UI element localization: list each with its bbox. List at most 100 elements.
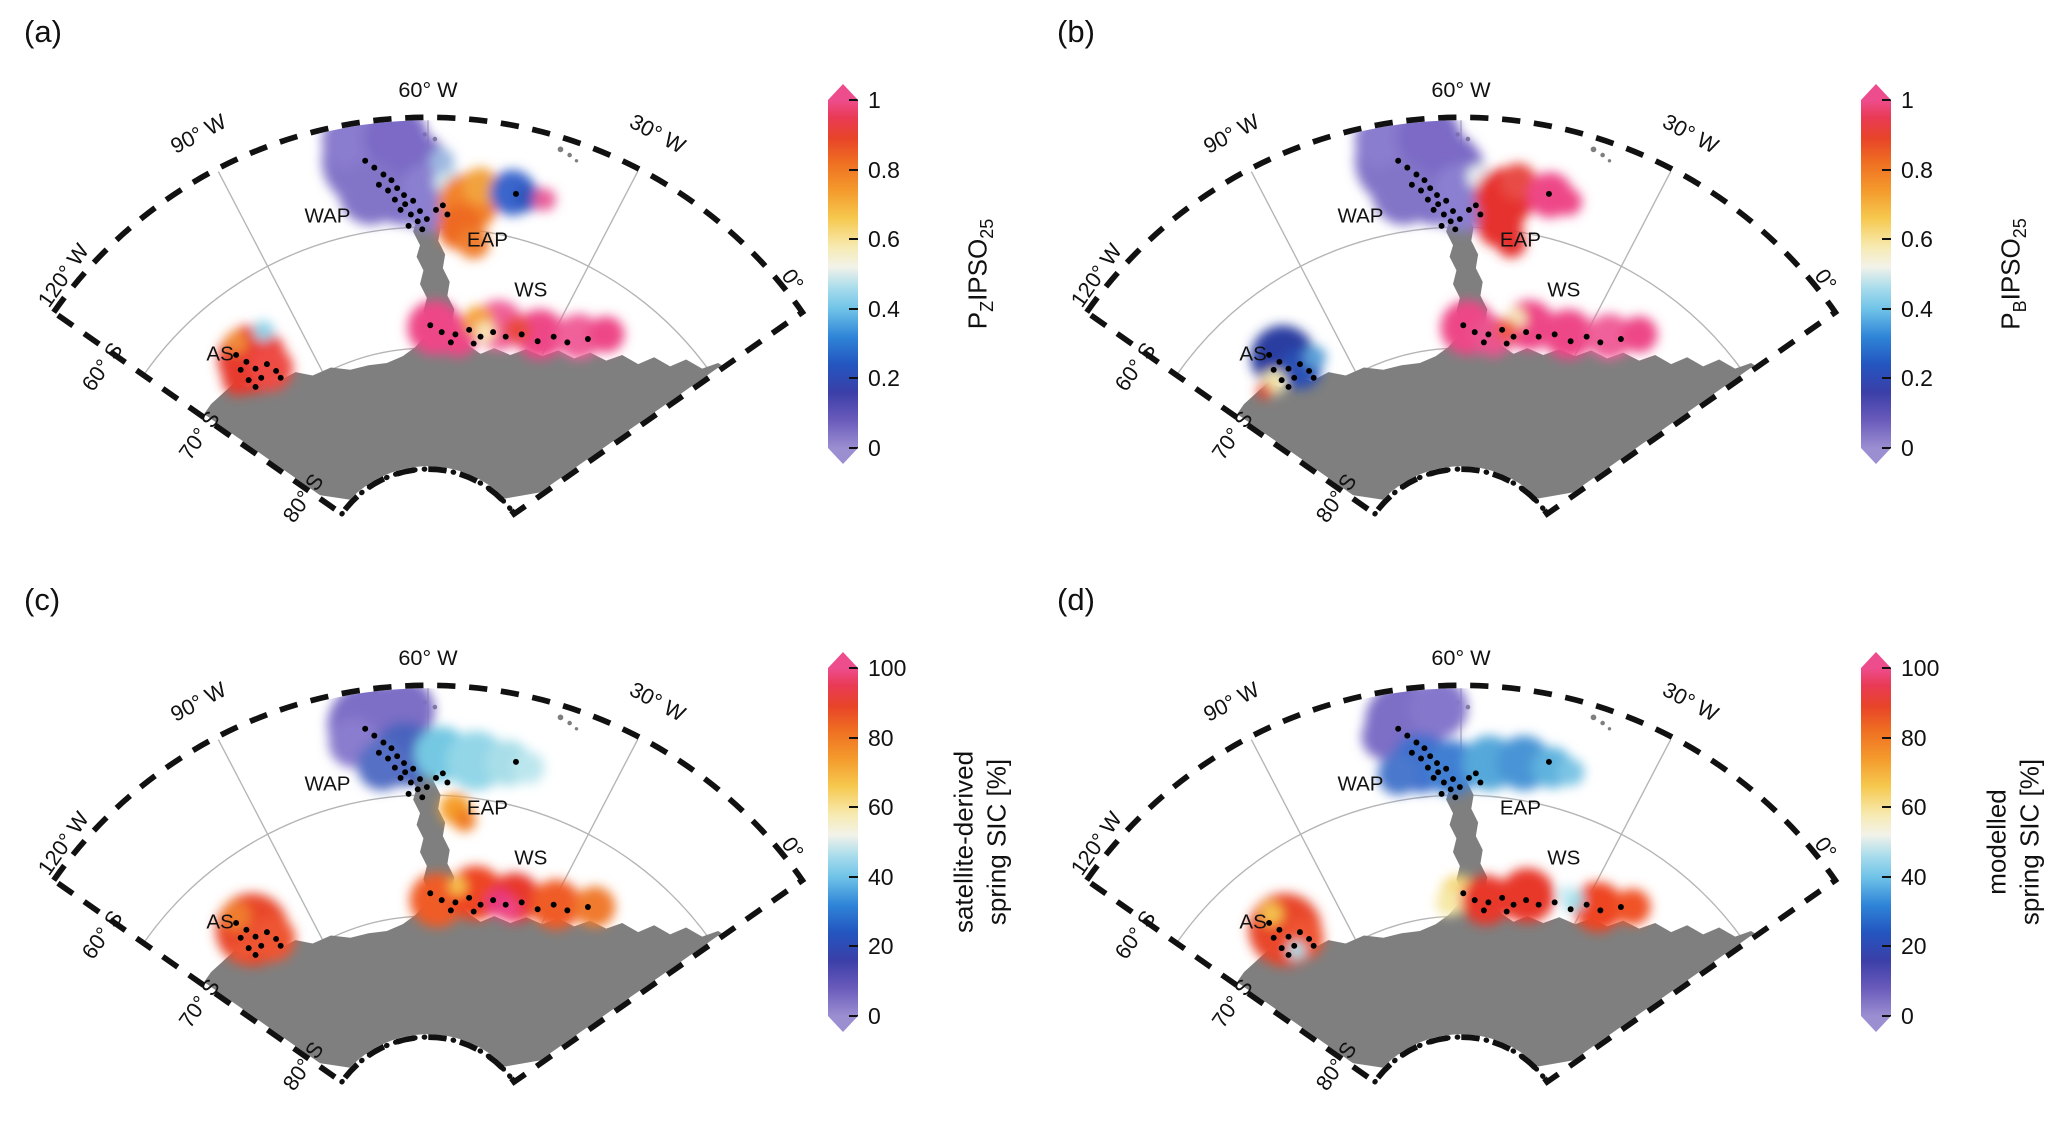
station-dot bbox=[417, 208, 423, 215]
colorbar-tick-label: 0.2 bbox=[868, 365, 900, 392]
station-dot bbox=[1452, 794, 1459, 801]
station-dot bbox=[564, 907, 571, 914]
colorbar-tick-marks bbox=[828, 652, 858, 1032]
field-blob bbox=[1303, 345, 1327, 369]
colorbar-tick-label: 40 bbox=[868, 863, 894, 890]
colorbar-tick bbox=[1882, 875, 1891, 878]
station-dot bbox=[1418, 755, 1424, 762]
station-dot bbox=[444, 211, 451, 218]
region-label-eap: EAP bbox=[1500, 796, 1541, 819]
station-dot bbox=[258, 942, 265, 949]
colorbar-tick-marks bbox=[828, 84, 858, 464]
colorbar-label-line1: modelled bbox=[1981, 789, 2012, 895]
station-dots bbox=[1266, 725, 1624, 958]
station-dot bbox=[1270, 366, 1277, 373]
colorbar-tick bbox=[1882, 945, 1891, 948]
colorbar-label-line2: spring SIC [%] bbox=[2014, 758, 2044, 926]
field-blob bbox=[338, 160, 403, 225]
station-dot bbox=[490, 897, 497, 904]
station-dot bbox=[1408, 181, 1415, 188]
colorbar-tick-label: 20 bbox=[1901, 933, 1927, 960]
field-blob bbox=[1572, 881, 1624, 933]
colorbar-tick bbox=[1882, 1015, 1891, 1017]
station-dot bbox=[1551, 331, 1558, 338]
region-label-ws: WS bbox=[514, 847, 547, 870]
island bbox=[574, 159, 579, 163]
station-dot bbox=[1310, 374, 1317, 381]
station-dot bbox=[1404, 732, 1411, 739]
panel-letter: (a) bbox=[24, 14, 62, 49]
station-dot bbox=[433, 774, 439, 781]
field-blob bbox=[1408, 685, 1468, 738]
station-dot bbox=[1430, 774, 1437, 781]
region-label-ws: WS bbox=[1547, 279, 1580, 302]
station-dot bbox=[439, 770, 446, 777]
island bbox=[567, 720, 572, 726]
colorbar-tick bbox=[849, 238, 858, 241]
region-label-as: AS bbox=[1239, 911, 1266, 934]
colorbar: 0 0.2 0.4 0.6 0.8 1 PBIPSO25 bbox=[1861, 64, 2066, 534]
station-dot bbox=[233, 351, 240, 358]
field-blob bbox=[1499, 163, 1537, 200]
station-dot bbox=[1395, 725, 1402, 732]
island bbox=[1590, 714, 1597, 721]
station-dot bbox=[1440, 779, 1447, 786]
map-canvas: 60° W 90° W 30° W 120° W 0° 60° S 70° S … bbox=[1065, 645, 1841, 1095]
station-dot bbox=[407, 779, 414, 786]
station-dot bbox=[394, 753, 401, 760]
station-dot bbox=[1266, 351, 1273, 358]
colorbar-tick-label: 20 bbox=[868, 933, 894, 960]
station-dot bbox=[263, 361, 270, 368]
station-dot bbox=[1471, 329, 1478, 336]
colorbar-tick bbox=[849, 1015, 858, 1017]
field-blobs bbox=[1248, 685, 1651, 967]
station-dot bbox=[419, 794, 426, 801]
field-blob bbox=[1496, 228, 1527, 258]
map-border bbox=[1082, 682, 1840, 1086]
field-blob bbox=[222, 364, 255, 397]
colorbar-tick bbox=[1882, 99, 1891, 101]
station-dot bbox=[417, 776, 423, 783]
map-panel: (b) bbox=[1033, 0, 2067, 568]
station-dot bbox=[237, 366, 244, 373]
map-clipped-content bbox=[1225, 117, 1764, 505]
region-label-eap: EAP bbox=[1500, 228, 1541, 251]
station-dot bbox=[1485, 899, 1492, 906]
colorbar-tick bbox=[849, 447, 858, 449]
station-dot bbox=[1523, 897, 1530, 904]
region-label-wap: WAP bbox=[1337, 772, 1383, 795]
region-label-as: AS bbox=[206, 911, 233, 934]
colorbar-tick bbox=[1882, 238, 1891, 241]
station-dot bbox=[1551, 899, 1558, 906]
colorbar-bar bbox=[828, 84, 858, 464]
station-dot bbox=[410, 765, 417, 772]
station-dot bbox=[277, 374, 284, 381]
station-dot bbox=[444, 779, 451, 786]
station-dot bbox=[1450, 776, 1456, 783]
colorbar-tick bbox=[849, 307, 858, 310]
field-blob bbox=[231, 938, 255, 962]
map-border bbox=[49, 114, 807, 518]
lon-label-90w: 90° W bbox=[166, 108, 231, 158]
station-dot bbox=[1535, 901, 1542, 908]
field-blob bbox=[1435, 888, 1464, 917]
colorbar-tick-labels: 0 20 40 60 80 100 bbox=[868, 652, 948, 1032]
station-dot bbox=[1306, 367, 1313, 374]
lon-label-30w: 30° W bbox=[1659, 109, 1724, 159]
station-dots bbox=[233, 157, 591, 390]
colorbar-tick bbox=[849, 99, 858, 101]
region-label-as: AS bbox=[1239, 343, 1266, 366]
station-dot bbox=[1567, 338, 1574, 345]
colorbar-label: PBIPSO25 bbox=[1995, 218, 2032, 330]
station-dot bbox=[512, 190, 519, 197]
station-dot bbox=[1427, 185, 1434, 192]
panel-letter: (d) bbox=[1057, 582, 1095, 617]
station-dot bbox=[243, 926, 250, 933]
station-dot bbox=[277, 942, 284, 949]
station-dot bbox=[1477, 779, 1484, 786]
station-dot bbox=[1545, 758, 1552, 765]
lon-label-60w: 60° W bbox=[1431, 77, 1491, 102]
island bbox=[1600, 152, 1605, 158]
colorbar-tick-label: 60 bbox=[868, 794, 894, 821]
